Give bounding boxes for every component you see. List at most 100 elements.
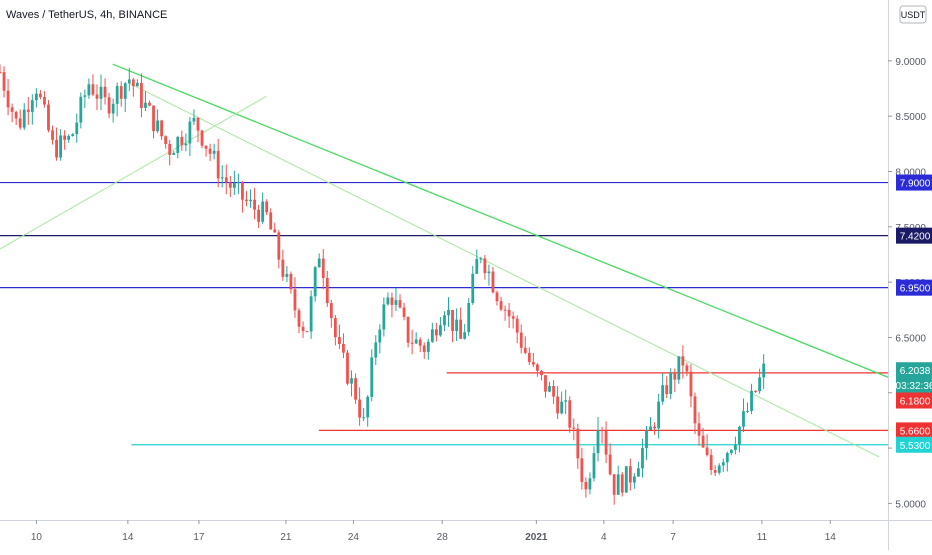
candle-body <box>641 448 644 469</box>
candle-body <box>180 136 184 146</box>
candle <box>709 449 713 476</box>
candle-body <box>637 468 640 477</box>
candle <box>156 109 159 134</box>
candle <box>657 393 661 439</box>
candle <box>160 119 164 140</box>
candle <box>725 451 729 472</box>
candle-body <box>135 82 139 87</box>
candle-body <box>285 273 289 277</box>
price-label-text: 6.1800 <box>900 397 931 408</box>
candle <box>358 387 362 426</box>
candle <box>99 74 103 111</box>
candle <box>293 277 297 318</box>
candle <box>576 423 580 469</box>
candle-body <box>321 258 325 279</box>
candle <box>649 417 652 431</box>
candle-body <box>447 309 450 316</box>
candle <box>560 391 564 415</box>
candle-body <box>673 372 677 380</box>
candle <box>200 129 204 149</box>
candle <box>487 264 491 286</box>
candle <box>107 92 111 119</box>
candle-body <box>390 297 394 305</box>
candle-body <box>67 136 71 140</box>
candle <box>204 145 208 157</box>
candle-body <box>216 150 220 179</box>
candle <box>580 447 584 490</box>
y-tick-label: 6.5000 <box>895 333 926 344</box>
candle <box>2 66 6 98</box>
candle <box>83 89 87 108</box>
candle-body <box>742 411 745 427</box>
candle <box>410 329 414 355</box>
candle <box>632 473 636 489</box>
candle <box>51 125 54 145</box>
candle-body <box>14 111 18 119</box>
candle <box>669 368 673 400</box>
candle-body <box>402 307 406 317</box>
candle <box>39 89 42 100</box>
candle-body <box>346 352 349 384</box>
candle <box>119 81 123 107</box>
candle <box>317 253 321 268</box>
candle <box>249 189 252 208</box>
candle <box>63 130 67 150</box>
candle <box>289 271 293 294</box>
candle-body <box>616 474 620 495</box>
price-label-box <box>896 436 932 453</box>
candle-body <box>750 390 753 411</box>
candle <box>47 100 50 133</box>
candle <box>596 417 600 462</box>
candle <box>370 349 374 402</box>
x-tick-label: 24 <box>348 532 360 543</box>
candle <box>261 192 265 224</box>
candle <box>71 133 75 137</box>
candle <box>430 322 434 343</box>
candle <box>758 368 762 394</box>
candle <box>188 117 192 156</box>
candle-body <box>422 345 426 352</box>
candle <box>519 324 523 354</box>
candle-body <box>176 136 180 153</box>
price-label-box <box>896 174 932 191</box>
candle <box>180 130 184 151</box>
candle <box>95 84 99 111</box>
candle <box>620 471 624 497</box>
candle-body <box>418 339 422 346</box>
candle <box>665 376 669 398</box>
candle-body <box>624 466 628 493</box>
candle-body <box>487 271 491 274</box>
candle-body <box>685 365 689 372</box>
candle-body <box>123 83 127 99</box>
candle-body <box>536 364 539 371</box>
candle <box>588 472 592 495</box>
candle-body <box>59 135 63 158</box>
candle-body <box>51 130 54 140</box>
candle <box>754 389 757 393</box>
candle <box>325 270 329 307</box>
candle <box>523 336 527 355</box>
candle-body <box>556 396 560 414</box>
candle-body <box>184 143 188 146</box>
candle <box>717 463 721 475</box>
candle-body <box>354 378 357 400</box>
price-label-box <box>896 279 932 296</box>
candle <box>18 109 22 130</box>
candle-body <box>261 201 265 222</box>
candle-body <box>99 86 103 99</box>
candle-body <box>220 177 224 179</box>
candle-body <box>10 107 14 112</box>
candle-body <box>269 212 273 230</box>
candle-body <box>293 289 297 311</box>
candle-body <box>350 378 353 384</box>
candle <box>301 321 305 338</box>
candle-body <box>168 143 172 155</box>
candle <box>495 290 499 306</box>
candle-body <box>645 429 648 449</box>
candle <box>152 105 155 139</box>
candle <box>491 266 495 294</box>
candle-body <box>669 372 673 395</box>
candle-body <box>245 199 248 202</box>
candle <box>43 91 46 108</box>
